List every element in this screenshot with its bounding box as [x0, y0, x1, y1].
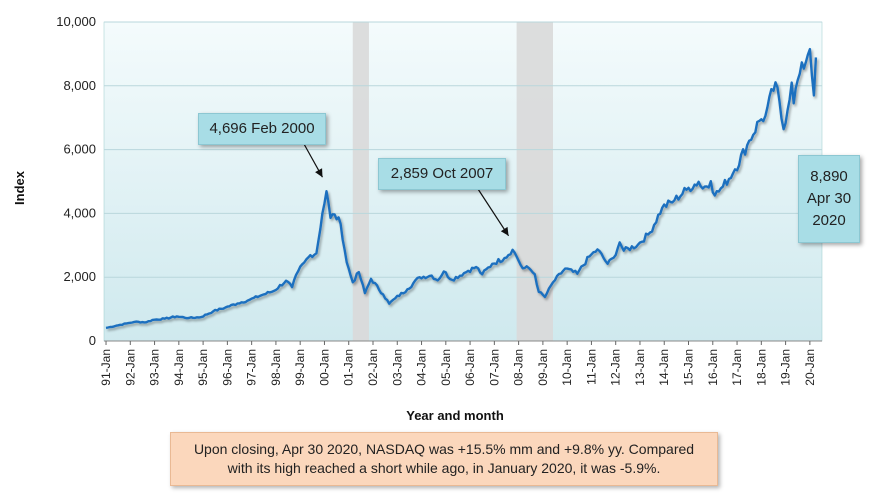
- recession-bands: [352, 22, 554, 341]
- x-tick-label: 97-Jan: [245, 349, 259, 386]
- summary-note: Upon closing, Apr 30 2020, NASDAQ was +1…: [170, 432, 718, 486]
- x-tick-label: 93-Jan: [148, 349, 162, 386]
- x-tick-label: 00-Jan: [317, 349, 331, 386]
- x-tick-label: 02-Jan: [366, 349, 380, 386]
- x-tick-label: 07-Jan: [487, 349, 501, 386]
- x-tick-label: 06-Jan: [463, 349, 477, 386]
- x-tick-label: 95-Jan: [196, 349, 210, 386]
- recession-band-1: [516, 22, 554, 341]
- annotation-peak-2007: 2,859 Oct 2007: [378, 158, 506, 190]
- x-tick-label: 01-Jan: [342, 349, 356, 386]
- x-tick-label: 12-Jan: [609, 349, 623, 386]
- annotation-latest-value: 8,890 Apr 30 2020: [798, 155, 860, 243]
- annotation-arrows: [303, 143, 510, 237]
- gridlines: [104, 21, 822, 342]
- x-axis-ticks: 91-Jan 92-Jan 93-Jan 94-Jan 95-Jan 96-Jan 97-J…: [99, 341, 817, 386]
- x-tick-label: 18-Jan: [754, 349, 768, 386]
- x-tick-label: 17-Jan: [730, 349, 744, 386]
- y-tick-label: 4,000: [63, 205, 96, 220]
- recession-band-0: [352, 22, 369, 341]
- x-tick-label: 99-Jan: [293, 349, 307, 386]
- y-tick-label: 10,000: [56, 14, 96, 29]
- x-tick-label: 20-Jan: [803, 349, 817, 386]
- x-tick-label: 96-Jan: [220, 349, 234, 386]
- annotation-arrowhead: [500, 226, 509, 236]
- x-tick-label: 94-Jan: [172, 349, 186, 386]
- y-axis-title: Index: [12, 170, 27, 205]
- y-tick-label: 8,000: [63, 78, 96, 93]
- y-axis-ticks: 0 2,000 4,000 6,000 8,000 10,000: [56, 14, 96, 348]
- annotation-arrow-line: [477, 188, 510, 237]
- x-tick-label: 13-Jan: [633, 349, 647, 386]
- x-tick-label: 15-Jan: [682, 349, 696, 386]
- x-tick-label: 19-Jan: [779, 349, 793, 386]
- x-tick-label: 10-Jan: [560, 349, 574, 386]
- x-tick-label: 05-Jan: [439, 349, 453, 386]
- series-layer: [105, 47, 818, 330]
- x-tick-label: 03-Jan: [390, 349, 404, 386]
- annotation-peak-2000: 4,696 Feb 2000: [198, 113, 326, 145]
- x-tick-label: 11-Jan: [584, 349, 598, 385]
- x-axis-title: Year and month: [406, 408, 504, 423]
- y-tick-label: 0: [89, 333, 96, 348]
- x-tick-label: 92-Jan: [123, 349, 137, 386]
- x-tick-label: 09-Jan: [536, 349, 550, 386]
- y-tick-label: 2,000: [63, 269, 96, 284]
- series-line-0: [105, 47, 818, 330]
- x-tick-label: 98-Jan: [269, 349, 283, 386]
- x-tick-label: 08-Jan: [512, 349, 526, 386]
- x-tick-label: 16-Jan: [706, 349, 720, 386]
- x-tick-label: 91-Jan: [99, 349, 113, 386]
- annotation-arrowhead: [315, 168, 323, 178]
- x-tick-label: 04-Jan: [415, 349, 429, 386]
- x-tick-label: 14-Jan: [657, 349, 671, 386]
- y-tick-label: 6,000: [63, 142, 96, 157]
